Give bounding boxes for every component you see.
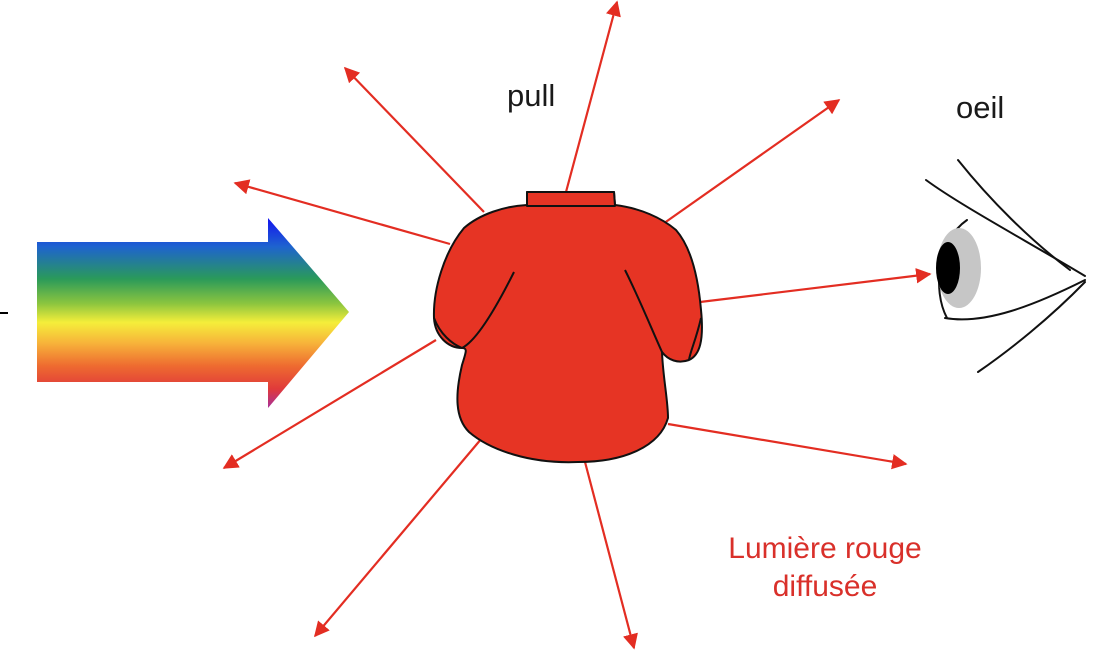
- diffused-light-caption: Lumière rouge diffusée: [690, 530, 960, 606]
- eye-lid-lower: [944, 279, 1086, 321]
- ray-up: [564, 0, 621, 193]
- eye-lid-upper-fold: [957, 159, 1071, 271]
- sweater-fold-left: [461, 271, 515, 349]
- ray-down-left: [222, 339, 437, 469]
- sweater-collar: [526, 191, 616, 207]
- ray-up-left: [343, 66, 485, 213]
- ray-left: [233, 179, 451, 246]
- rainbow-arrow-icon: [37, 218, 349, 408]
- eye-lid-lower-fold: [977, 281, 1086, 373]
- ray-down: [583, 461, 638, 650]
- ray-down-right: [667, 422, 908, 470]
- eye-pupil: [936, 242, 960, 294]
- diffused-light-line2: diffusée: [772, 570, 878, 603]
- sweater-fold-right: [624, 269, 663, 353]
- sweater-cuff-right: [688, 317, 702, 361]
- eye-icon: [925, 159, 1086, 373]
- sweater-cuff-left: [433, 317, 463, 349]
- ray-down-far-left: [314, 437, 483, 638]
- sweater-label: pull: [507, 78, 556, 113]
- eye-label: oeil: [956, 90, 1005, 125]
- scattered-rays: [222, 0, 932, 650]
- eye-lid-upper: [925, 179, 1086, 277]
- sweater-body: [432, 191, 703, 464]
- diffused-light-line1: Lumière rouge: [728, 532, 922, 565]
- ray-up-right: [659, 99, 841, 227]
- sweater-icon: [432, 191, 703, 464]
- ray-to-eye: [699, 268, 932, 304]
